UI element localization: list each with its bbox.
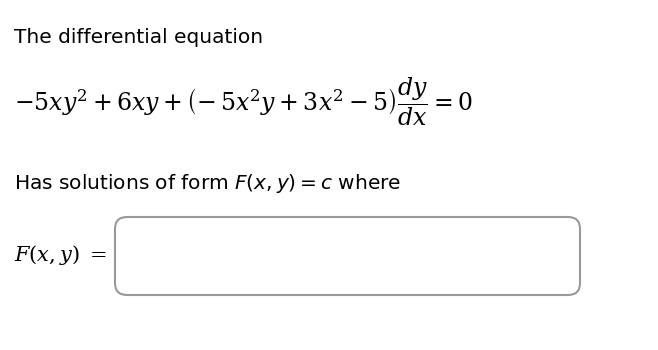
Text: $F(x, y)\ =$: $F(x, y)\ =$ bbox=[14, 243, 107, 267]
Text: The differential equation: The differential equation bbox=[14, 28, 263, 47]
Text: $\mathit{-5xy^2 + 6xy + \left( -\,5x^2y + 3x^2 - 5 \right)\dfrac{dy}{dx} = 0}$: $\mathit{-5xy^2 + 6xy + \left( -\,5x^2y … bbox=[14, 76, 472, 128]
Text: Has solutions of form $F(x, y) = c$ where: Has solutions of form $F(x, y) = c$ wher… bbox=[14, 172, 401, 195]
FancyBboxPatch shape bbox=[115, 217, 580, 295]
